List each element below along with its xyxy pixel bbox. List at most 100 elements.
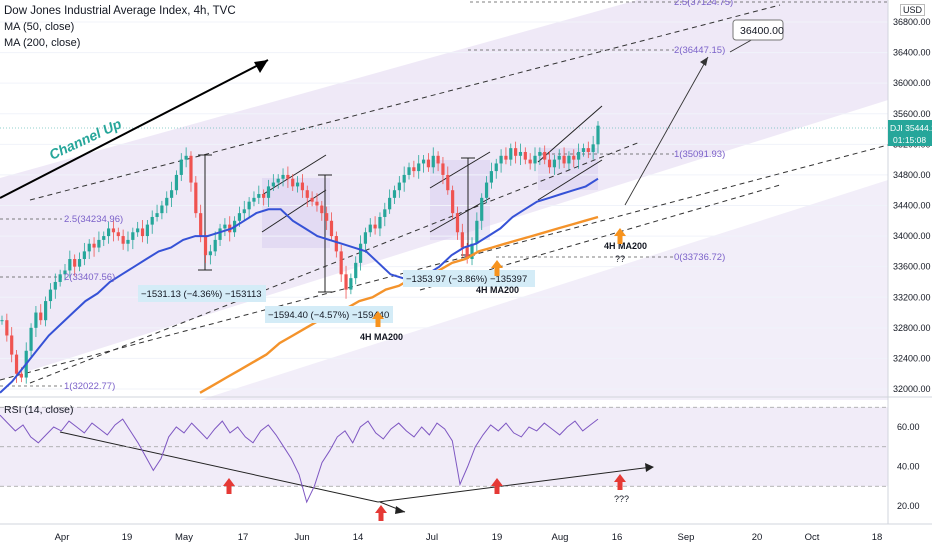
candle-body bbox=[421, 159, 426, 164]
channel-upper-line bbox=[29, 4, 781, 201]
ma200-tag: 4H MA200 bbox=[476, 285, 519, 295]
candle-body bbox=[189, 155, 193, 183]
arrow-head bbox=[395, 506, 405, 514]
red-up-arrow bbox=[491, 478, 503, 494]
candle-body bbox=[179, 159, 183, 175]
candle-body bbox=[14, 354, 19, 374]
candle-body bbox=[484, 182, 489, 198]
candle-body bbox=[465, 247, 469, 260]
candle-body bbox=[528, 159, 532, 164]
candle-body bbox=[446, 174, 450, 191]
time-tick-label: Sep bbox=[678, 532, 695, 543]
flag-line bbox=[429, 151, 491, 189]
candle-body bbox=[223, 224, 227, 229]
flag-line bbox=[537, 159, 603, 201]
measure-box bbox=[403, 270, 535, 287]
candle-body bbox=[262, 194, 266, 198]
candle-body bbox=[155, 213, 159, 217]
price-tick-label: 34800.00 bbox=[893, 170, 931, 180]
candle-body bbox=[489, 171, 493, 183]
price-tick-label: 36000.00 bbox=[893, 78, 931, 88]
candle-body bbox=[174, 174, 179, 191]
rsi-tick-label: 20.00 bbox=[897, 501, 920, 511]
mid-channel-line bbox=[29, 141, 641, 384]
candle-body bbox=[392, 190, 397, 198]
candle-body bbox=[349, 278, 353, 290]
measure-label: −1531.13 (−4.36%) −153113 bbox=[141, 289, 262, 300]
candle-body bbox=[82, 251, 86, 260]
candle-body bbox=[92, 243, 96, 248]
target-arrow bbox=[624, 56, 709, 206]
ma200-legend[interactable]: MA (200, close) bbox=[4, 37, 81, 49]
candle-body bbox=[514, 148, 518, 156]
candle-body bbox=[431, 155, 435, 168]
ma200-line bbox=[199, 215, 599, 394]
candle-body bbox=[325, 213, 329, 221]
candle-body bbox=[121, 236, 125, 244]
candle-body bbox=[140, 228, 145, 237]
question-mark-label: ??? bbox=[614, 494, 629, 504]
candle-body bbox=[44, 301, 48, 321]
time-tick-label: 14 bbox=[353, 532, 364, 543]
candle-body bbox=[455, 213, 460, 233]
rsi-line bbox=[0, 414, 599, 504]
candle-body bbox=[436, 155, 440, 164]
candle-body bbox=[160, 205, 164, 214]
candle-body bbox=[194, 182, 198, 214]
candle-body bbox=[310, 197, 314, 202]
candle-body bbox=[572, 155, 576, 160]
orange-up-arrow bbox=[491, 260, 503, 276]
candle-body bbox=[213, 239, 217, 252]
candle-body bbox=[281, 174, 285, 179]
candle-body bbox=[354, 262, 358, 279]
candle-body bbox=[237, 213, 242, 221]
candle-body bbox=[407, 167, 411, 175]
chart-title: Dow Jones Industrial Average Index, 4h, … bbox=[4, 5, 236, 17]
candle-body bbox=[87, 243, 91, 252]
candle-body bbox=[184, 155, 188, 160]
candle-body bbox=[300, 182, 305, 191]
fib-label: 0(33736.72) bbox=[674, 252, 725, 263]
rsi-divergence-line bbox=[59, 431, 379, 503]
candle-body bbox=[523, 151, 527, 160]
time-tick-label: 19 bbox=[492, 532, 503, 543]
candle-body bbox=[39, 312, 43, 321]
time-tick-label: 17 bbox=[238, 532, 249, 543]
price-tick-label: 35600.00 bbox=[893, 109, 931, 119]
candle-body bbox=[116, 232, 120, 237]
price-tick-label: 32400.00 bbox=[893, 353, 931, 363]
price-tick-label: 33600.00 bbox=[893, 262, 931, 272]
candle-body bbox=[73, 259, 77, 267]
candle-body bbox=[169, 190, 174, 198]
candle-body bbox=[494, 163, 498, 172]
time-tick-label: Aug bbox=[552, 532, 569, 543]
candle-body bbox=[111, 228, 116, 233]
candle-body bbox=[441, 163, 445, 175]
candle-body bbox=[271, 182, 275, 187]
ma50-legend[interactable]: MA (50, close) bbox=[4, 21, 75, 33]
candle-body bbox=[131, 232, 135, 240]
candle-body bbox=[329, 220, 334, 237]
fib-label: 1(35091.93) bbox=[674, 149, 725, 160]
candle-body bbox=[242, 209, 246, 214]
candle-body bbox=[208, 251, 212, 256]
candle-body bbox=[77, 259, 82, 267]
rsi-legend[interactable]: RSI (14, close) bbox=[4, 404, 74, 416]
arrow-head bbox=[645, 463, 654, 472]
price-tick-label: 34000.00 bbox=[893, 231, 931, 241]
time-tick-label: 16 bbox=[612, 532, 623, 543]
arrow-head bbox=[254, 60, 268, 73]
ma50-line bbox=[0, 177, 599, 394]
candle-body bbox=[334, 236, 338, 252]
candle-body bbox=[451, 190, 455, 214]
channel-up-arrow bbox=[0, 59, 269, 199]
candle-body bbox=[291, 178, 295, 187]
fib-label: 2.5(37124.75) bbox=[674, 0, 733, 8]
candle-body bbox=[102, 236, 106, 240]
question-mark-label: ?? bbox=[615, 254, 625, 264]
candle-body bbox=[402, 174, 406, 183]
price-tick-label: 33200.00 bbox=[893, 292, 931, 302]
currency-label: USD bbox=[900, 4, 926, 16]
candle-body bbox=[591, 144, 595, 152]
